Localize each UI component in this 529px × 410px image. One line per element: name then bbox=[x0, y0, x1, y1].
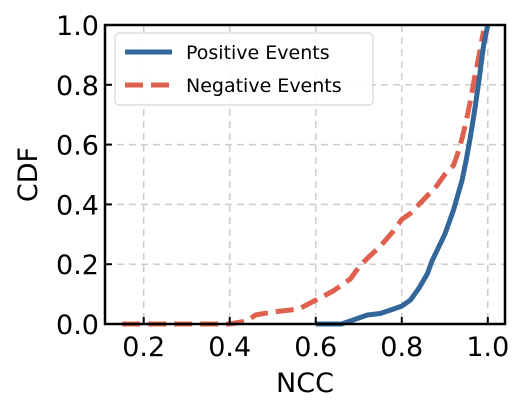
x-axis-label: NCC bbox=[276, 368, 334, 399]
x-tick-label: 0.8 bbox=[380, 332, 423, 363]
x-tick-label: 0.6 bbox=[294, 332, 337, 363]
x-tick-label: 1.0 bbox=[466, 332, 509, 363]
legend: Positive Events Negative Events bbox=[114, 32, 374, 106]
legend-label-negative: Negative Events bbox=[186, 75, 342, 97]
legend-label-positive: Positive Events bbox=[186, 42, 330, 64]
x-tick-label: 0.2 bbox=[122, 332, 165, 363]
series-lines bbox=[122, 24, 491, 327]
axis-ticks: 0.2 0.4 0.6 0.8 1.0 0.0 0.2 0.4 0.6 0.8 1.0 bbox=[56, 11, 509, 363]
y-axis-label: CDF bbox=[13, 147, 44, 202]
y-tick-label: 0.0 bbox=[56, 310, 99, 341]
y-tick-label: 0.2 bbox=[56, 250, 99, 281]
legend-box bbox=[114, 32, 374, 106]
x-tick-label: 0.4 bbox=[208, 332, 251, 363]
y-tick-label: 0.8 bbox=[56, 71, 99, 102]
plot-frame bbox=[103, 23, 507, 326]
y-tick-label: 0.6 bbox=[56, 131, 99, 162]
y-tick-label: 1.0 bbox=[56, 11, 99, 42]
series-line-negative bbox=[122, 30, 486, 327]
y-tick-label: 0.4 bbox=[56, 190, 99, 221]
series-line-positive bbox=[315, 24, 491, 327]
